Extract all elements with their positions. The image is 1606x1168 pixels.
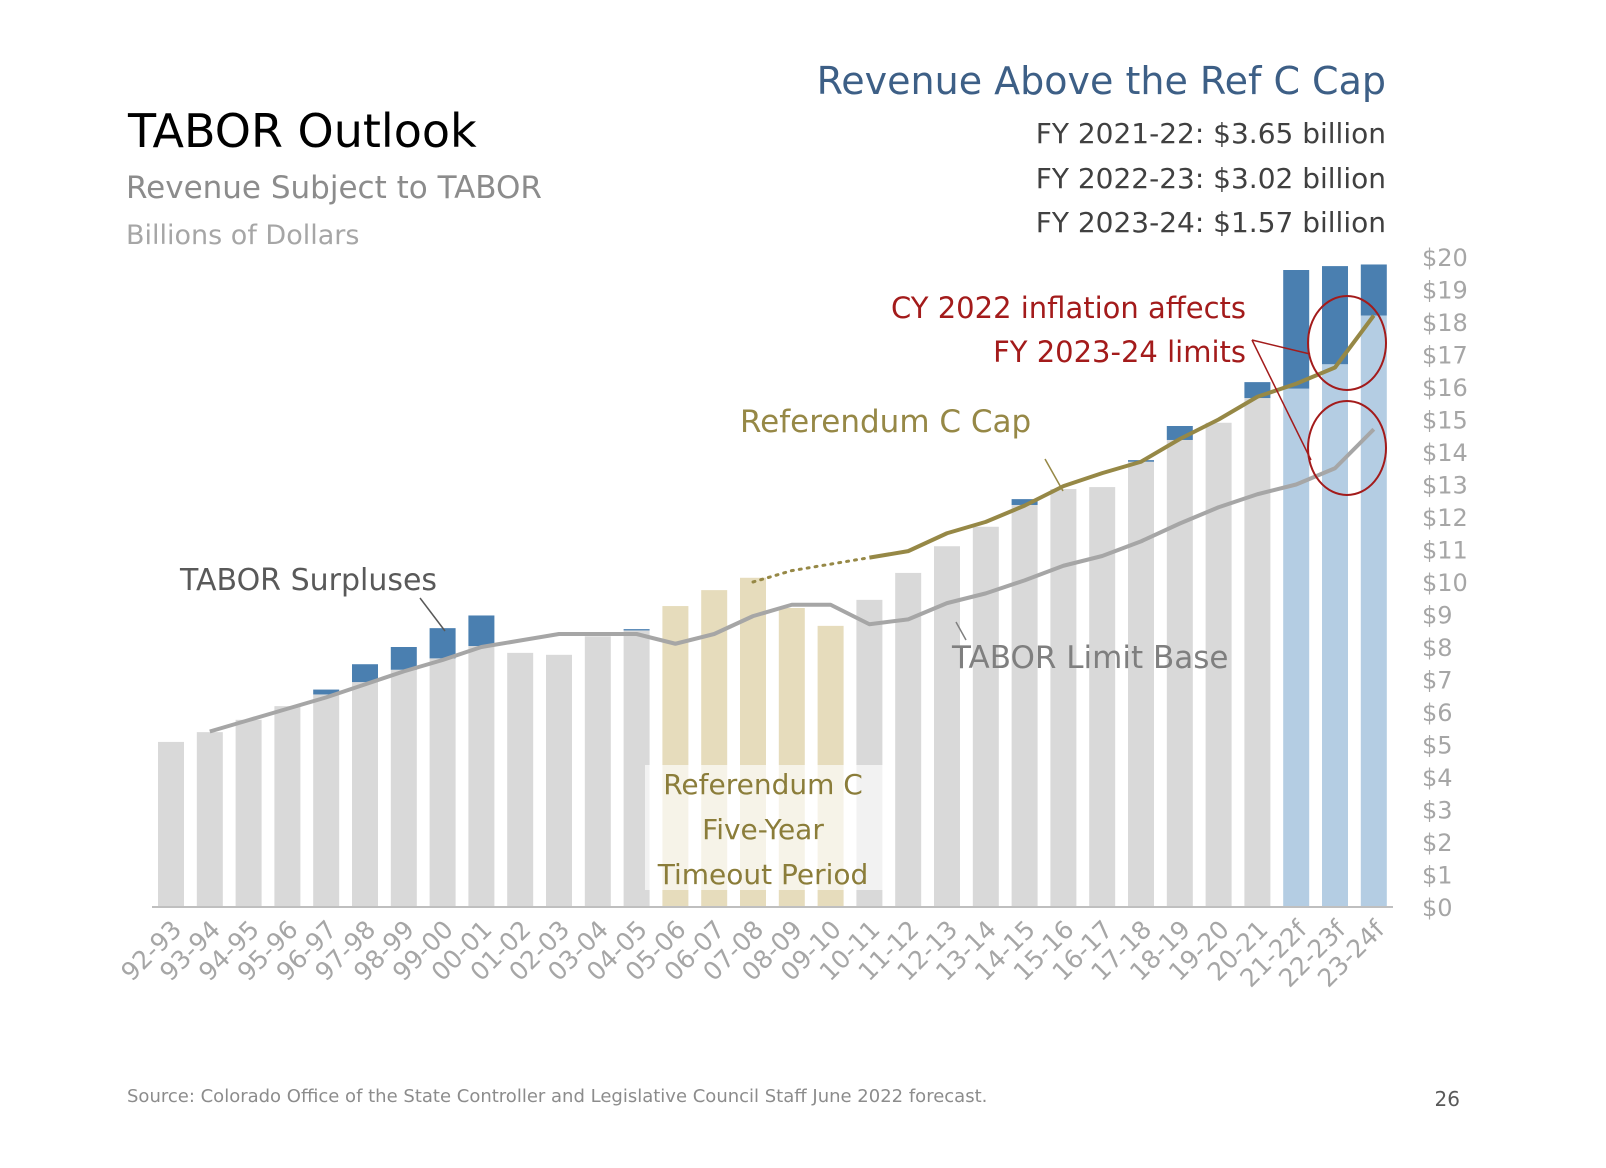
ref-c-cap-line [869,314,1376,560]
page-number: 26 [1435,1087,1460,1111]
revenue-bar [352,682,378,907]
tabor-limit-base-line [209,427,1376,734]
surplus-bar [390,647,417,670]
revenue-bar [972,526,999,907]
surplus-bar [623,629,650,631]
page-title: TABOR Outlook [127,104,477,158]
surplus-bar [1322,266,1348,365]
ref-c-cap-leader-line [1044,458,1064,492]
surplus-bar [1011,499,1038,505]
ref-c-cap-dotted-line [751,556,871,584]
y-tick-label: $4 [1422,764,1453,792]
page-subtitle: Revenue Subject to TABOR [126,170,542,206]
revenue-bar [1011,504,1038,907]
y-tick-label: $12 [1422,504,1468,532]
revenue-bar [507,652,534,907]
surpluses-label: TABOR Surpluses [179,563,437,598]
timeout-label-line3: Timeout Period [657,858,869,891]
surplus-bar [1283,270,1310,389]
y-tick-label: $5 [1422,732,1453,760]
timeout-label-background [645,765,883,890]
revenue-bar [468,646,495,907]
y-tick-label: $10 [1422,569,1468,597]
limit-base-leader-line [955,621,967,641]
revenue-bar [1050,489,1077,907]
ref-c-cap-highlight-circle [1307,295,1387,391]
revenue-bar [1128,461,1154,907]
ref-c-cap-label: Referendum C Cap [740,404,1031,440]
revenue-bar [429,658,456,907]
callout-line: FY 2023-24: $1.57 billion [1036,206,1386,239]
units-label: Billions of Dollars [126,220,359,251]
y-tick-label: $0 [1422,894,1453,922]
inflation-note-line2: FY 2023-24 limits [993,335,1246,369]
revenue-bar [235,719,262,907]
revenue-bar [1322,364,1348,907]
revenue-bar [584,636,611,907]
revenue-bar [1244,398,1271,907]
limit-base-highlight-circle [1307,400,1387,496]
y-tick-label: $16 [1422,374,1468,402]
y-tick-label: $8 [1422,634,1453,662]
timeout-label-line1: Referendum C [663,768,863,801]
y-tick-label: $15 [1422,407,1468,435]
callout-line: FY 2021-22: $3.65 billion [1036,117,1386,150]
revenue-bar [895,572,922,907]
inflation-leader-line [1251,339,1312,461]
surpluses-leader-line [419,597,446,632]
y-tick-label: $19 [1422,277,1468,305]
source-note: Source: Colorado Office of the State Con… [127,1086,987,1107]
timeout-label-line2: Five-Year [702,813,824,846]
y-tick-label: $11 [1422,537,1468,565]
surplus-bar [313,689,340,695]
limit-base-label: TABOR Limit Base [951,640,1228,676]
revenue-bar [274,706,301,907]
revenue-bar [1089,487,1116,907]
inflation-note-line1: CY 2022 inflation affects [891,291,1246,325]
inflation-leader-line [1251,339,1311,355]
revenue-bar [313,694,340,907]
surplus-bar [352,664,378,683]
revenue-bar [196,732,223,907]
revenue-bar [1360,315,1387,907]
callout-line: FY 2022-23: $3.02 billion [1036,162,1386,195]
y-tick-label: $2 [1422,829,1453,857]
surplus-bar [1360,264,1387,316]
surplus-bar [468,615,495,647]
revenue-bar [390,669,417,907]
y-tick-label: $3 [1422,797,1453,825]
y-tick-label: $17 [1422,342,1468,370]
y-tick-label: $9 [1422,602,1453,630]
revenue-bar [158,741,184,907]
y-tick-label: $14 [1422,439,1468,467]
surplus-bar [429,628,456,659]
y-tick-label: $1 [1422,862,1453,890]
revenue-bar [1283,388,1310,907]
revenue-bar [546,654,572,907]
y-tick-label: $18 [1422,309,1468,337]
y-tick-label: $6 [1422,699,1453,727]
callout-title: Revenue Above the Ref C Cap [817,59,1386,103]
y-tick-label: $20 [1422,244,1468,272]
y-tick-label: $13 [1422,472,1468,500]
y-tick-label: $7 [1422,667,1453,695]
